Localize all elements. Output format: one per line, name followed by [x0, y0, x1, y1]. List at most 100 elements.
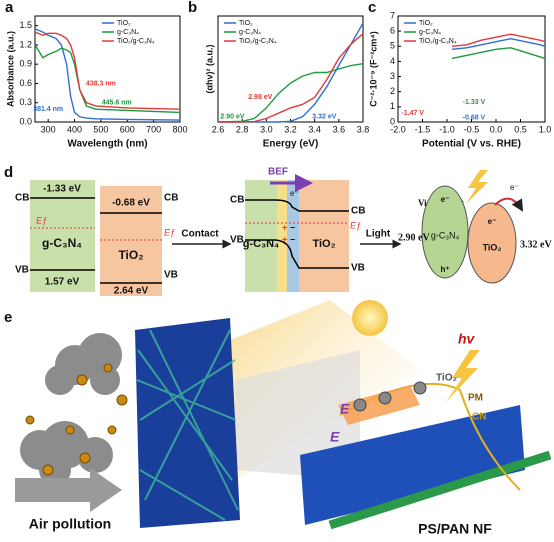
hv-label: hv	[458, 331, 476, 347]
band-gap: 2.90 eV	[398, 232, 430, 243]
x-tick-label: 0.0	[490, 124, 503, 134]
annotation: 445.6 nm	[102, 100, 132, 107]
x-tick-label: 3.6	[333, 124, 346, 134]
tio2-box	[100, 186, 162, 296]
x-tick-label: 3.0	[260, 124, 273, 134]
y-tick-label: 4	[390, 56, 395, 66]
x-tick-label: 700	[146, 124, 161, 134]
cn-label: CN	[472, 412, 486, 423]
x-tick-label: 3.8	[357, 124, 370, 134]
y-tick-label: 1	[390, 101, 395, 111]
band-gap: 3.32 eV	[520, 239, 552, 250]
y-tick-label: 6	[390, 26, 395, 36]
x-tick-label: 2.8	[236, 124, 249, 134]
membrane	[135, 318, 240, 528]
pm-label: PM	[468, 393, 483, 404]
y-tick-label: 3	[390, 71, 395, 81]
panel-label: c	[368, 0, 376, 16]
zoom-cone	[235, 350, 360, 480]
y-axis-label: Absorbance (a.u.)	[5, 31, 15, 107]
annotation: 2.90 eV	[220, 114, 244, 121]
electron: e⁻	[290, 189, 299, 198]
x-axis-label: Energy (eV)	[263, 139, 319, 150]
smoke	[20, 333, 122, 486]
y-tick-label: 1.2	[19, 39, 32, 49]
panel-label: a	[5, 0, 14, 16]
legend-label: TiO₂/g-C₃N₄	[117, 38, 155, 45]
material: TiO₂	[312, 238, 335, 250]
legend-label: g-C₃N₄	[419, 29, 441, 36]
hole: h⁺	[440, 265, 449, 274]
legend-label: TiO₂/g-C₃N₄	[239, 38, 277, 45]
vb-label: VB	[15, 265, 29, 276]
x-tick-label: 800	[172, 124, 187, 134]
series-line	[451, 47, 546, 60]
lightning	[466, 170, 488, 204]
contact-label: Contact	[181, 229, 219, 240]
x-tick-label: 3.2	[284, 124, 297, 134]
vb-label: VB	[351, 263, 365, 274]
series-line	[451, 37, 546, 50]
y-tick-label: 2	[390, 86, 395, 96]
bef-label: BEF	[268, 167, 288, 178]
material: g-C₃N₄	[243, 238, 280, 250]
y-tick-label: 7	[390, 10, 395, 20]
arrow	[494, 197, 524, 212]
series-line	[34, 31, 181, 110]
cb-energy: -0.68 eV	[112, 198, 150, 209]
material: g-C₃N₄	[431, 230, 460, 240]
tio2-particle	[467, 202, 517, 284]
panel-label: d	[4, 164, 13, 181]
x-tick-label: 0.5	[514, 124, 527, 134]
cb-label: CB	[230, 195, 244, 206]
y-tick-label: 0.0	[19, 116, 32, 126]
vb-energy: 2.64 eV	[114, 286, 149, 297]
panel-label: b	[188, 0, 197, 16]
cb-energy: -1.33 eV	[43, 184, 81, 195]
fiber-label: PS/PAN NF	[418, 521, 492, 537]
panel-d: d CB VB -1.33 eV Eƒ g-C₃N₄ 1.57 eV -0.68…	[4, 164, 552, 297]
x-tick-label: -1.5	[415, 124, 431, 134]
legend-label: TiO₂/g-C₃N₄	[419, 38, 457, 45]
legend-label: g-C₃N₄	[239, 29, 261, 36]
annotation: 3.32 eV	[312, 114, 336, 121]
x-tick-label: 500	[93, 124, 108, 134]
vb-line	[245, 239, 349, 269]
fiber-green	[328, 450, 552, 530]
tio2-label: TiO₂	[436, 373, 457, 384]
x-tick-label: 2.6	[212, 124, 225, 134]
annotation: -1.47 V	[401, 110, 424, 117]
nanofibers	[136, 329, 239, 521]
x-tick-label: -2.0	[390, 124, 406, 134]
y-axis-label: C⁻²·10⁻⁹ (F⁻²cm⁴)	[368, 31, 378, 106]
x-axis-label: Wavelength (nm)	[67, 139, 147, 150]
x-tick-label: 3.4	[308, 124, 321, 134]
y-tick-label: 0	[390, 116, 395, 126]
y-tick-label: 5	[390, 41, 395, 51]
legend-label: g-C₃N₄	[117, 29, 139, 36]
fiber	[300, 405, 525, 525]
x-tick-label: -0.5	[464, 124, 480, 134]
annotation: 381.4 nm	[33, 106, 63, 113]
cb-line	[245, 199, 349, 212]
electron: e⁻	[488, 217, 497, 226]
lightning	[446, 350, 480, 402]
material: TiO₂	[118, 248, 143, 262]
charge: −	[290, 234, 295, 244]
y-tick-label: 0.6	[19, 78, 32, 88]
annotation: 2.98 eV	[248, 94, 272, 101]
charts: a 300 400 500 600 700 800 0.0 0.3 0.6 0.9 1.2 1.5 Wav…	[5, 0, 551, 150]
vb-energy: 1.57 eV	[45, 277, 80, 288]
cb-label: CB	[164, 193, 178, 204]
plot-frame	[34, 15, 181, 123]
series-line	[451, 33, 546, 47]
x-axis-label: Potential (V vs. RHE)	[422, 139, 521, 150]
tio2-box	[299, 180, 349, 292]
depletion	[277, 180, 287, 292]
cb-label: CB	[351, 206, 365, 217]
material: TiO₂	[483, 242, 502, 252]
airflow-arrow	[15, 468, 122, 512]
series-line	[217, 63, 364, 123]
x-tick-label: 300	[41, 124, 56, 134]
